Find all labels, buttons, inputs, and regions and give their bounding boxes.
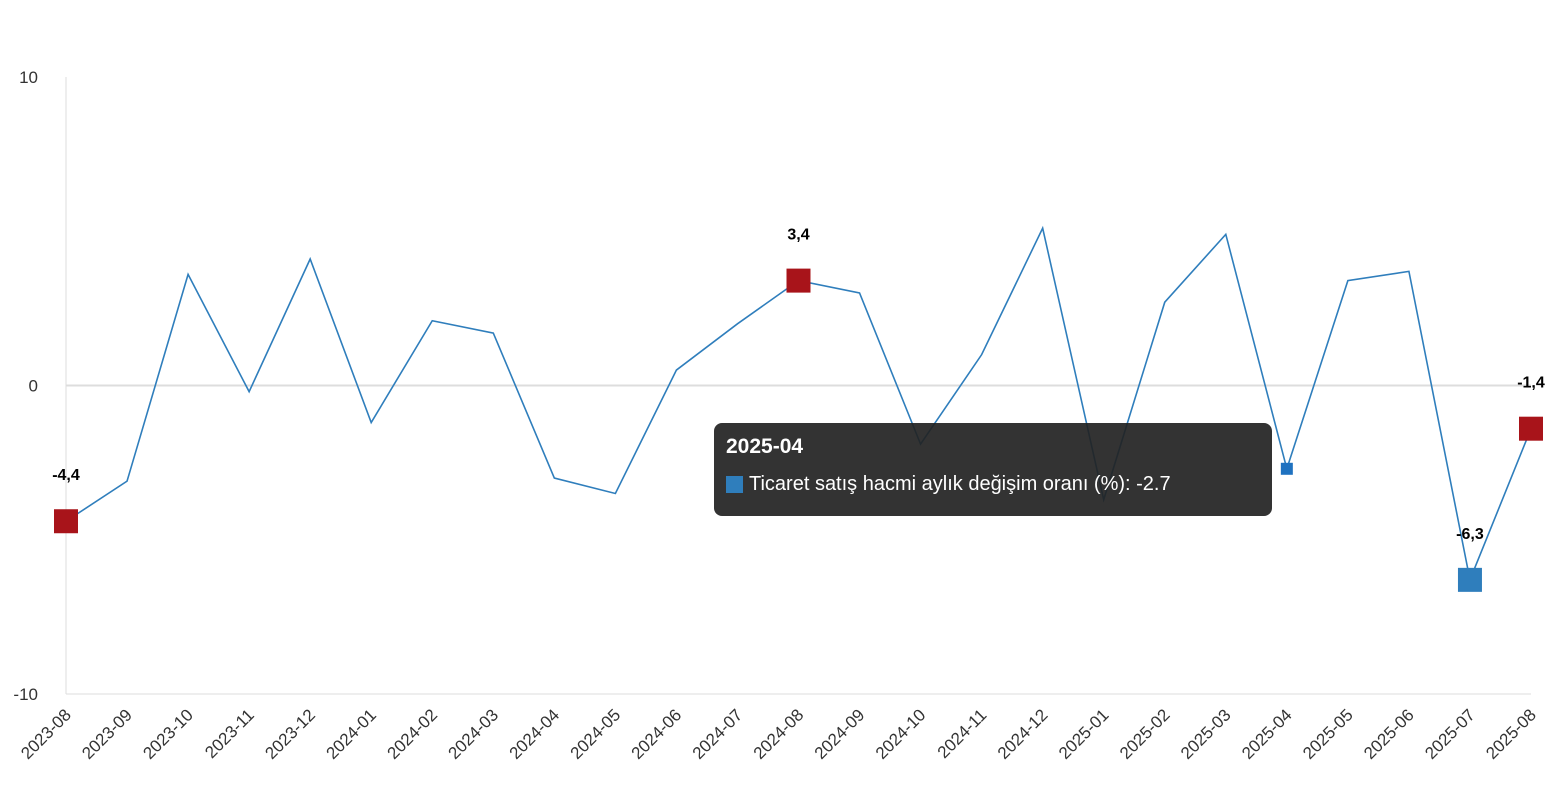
x-tick-label: 2023-08 — [17, 705, 75, 763]
data-label-marker — [54, 509, 78, 534]
x-tick-label: 2025-07 — [1421, 705, 1479, 763]
data-label: -1,4 — [1517, 375, 1545, 392]
data-label: -4,4 — [52, 467, 80, 484]
x-tick-label: 2024-03 — [445, 705, 503, 763]
tooltip-label: Ticaret satış hacmi aylık değişim oranı … — [749, 473, 1171, 495]
data-label-marker — [1519, 416, 1543, 441]
x-tick-label: 2024-12 — [994, 705, 1052, 763]
x-tick-label: 2025-02 — [1116, 705, 1174, 763]
x-tick-label: 2024-05 — [567, 705, 625, 763]
x-tick-label: 2025-08 — [1482, 705, 1540, 763]
x-tick-label: 2024-11 — [934, 705, 991, 762]
data-label-marker — [786, 268, 811, 293]
y-tick-label: 0 — [29, 377, 38, 396]
x-tick-label: 2024-06 — [628, 705, 686, 763]
x-tick-label: 2025-06 — [1360, 705, 1418, 763]
x-tick-label: 2025-05 — [1299, 705, 1357, 763]
data-label: 3,4 — [787, 227, 809, 244]
data-label-marker — [1457, 567, 1482, 592]
x-tick-label: 2025-03 — [1177, 705, 1235, 763]
x-tick-label: 2023-10 — [139, 705, 197, 763]
tooltip: 2025-04 Ticaret satış hacmi aylık değişi… — [714, 423, 1272, 516]
x-tick-label: 2024-07 — [689, 705, 747, 763]
x-tick-label: 2024-10 — [872, 705, 930, 763]
x-tick-label: 2023-12 — [261, 705, 319, 763]
tooltip-title: 2025-04 — [726, 435, 804, 458]
x-tick-label: 2024-04 — [506, 705, 564, 763]
data-label: -6,3 — [1456, 526, 1484, 543]
x-tick-label: 2025-04 — [1238, 705, 1296, 763]
active-point-marker — [1280, 462, 1293, 475]
x-tick-label: 2024-01 — [322, 705, 380, 763]
x-tick-label: 2025-01 — [1055, 705, 1113, 763]
x-tick-label: 2024-02 — [384, 705, 442, 763]
series-swatch — [726, 476, 743, 493]
x-tick-label: 2023-11 — [201, 705, 258, 762]
y-tick-label: 10 — [19, 68, 38, 87]
x-tick-label: 2023-09 — [78, 705, 136, 763]
y-tick-label: -10 — [13, 685, 38, 704]
x-tick-label: 2024-08 — [750, 705, 808, 763]
x-tick-label: 2024-09 — [811, 705, 869, 763]
